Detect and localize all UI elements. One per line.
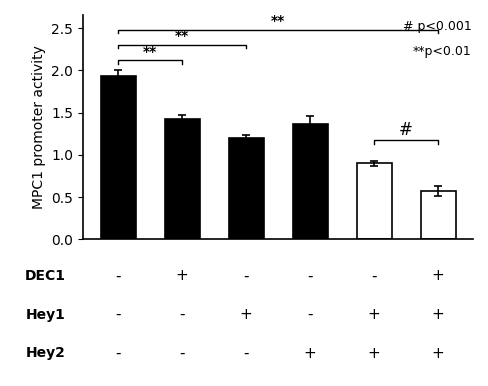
Text: **: ** bbox=[175, 29, 189, 43]
Text: +: + bbox=[304, 346, 317, 361]
Bar bbox=[164, 119, 200, 239]
Text: +: + bbox=[432, 307, 445, 322]
Text: -: - bbox=[115, 346, 121, 361]
Text: -: - bbox=[180, 346, 185, 361]
Text: -: - bbox=[307, 269, 313, 283]
Text: +: + bbox=[176, 269, 188, 283]
Text: +: + bbox=[368, 307, 381, 322]
Bar bbox=[228, 138, 264, 239]
Text: -: - bbox=[115, 269, 121, 283]
Text: **: ** bbox=[143, 44, 157, 59]
Text: -: - bbox=[244, 269, 249, 283]
Y-axis label: MPC1 promoter activity: MPC1 promoter activity bbox=[32, 46, 46, 209]
Text: -: - bbox=[180, 307, 185, 322]
Text: +: + bbox=[368, 346, 381, 361]
Bar bbox=[357, 163, 392, 239]
Bar bbox=[421, 191, 456, 239]
Text: +: + bbox=[240, 307, 252, 322]
Text: -: - bbox=[244, 346, 249, 361]
Text: # p<0.001: # p<0.001 bbox=[403, 20, 471, 33]
Text: -: - bbox=[115, 307, 121, 322]
Text: -: - bbox=[371, 269, 377, 283]
Bar bbox=[293, 124, 328, 239]
Text: Hey2: Hey2 bbox=[26, 346, 66, 360]
Text: #: # bbox=[399, 121, 413, 139]
Text: **p<0.01: **p<0.01 bbox=[413, 44, 471, 58]
Text: +: + bbox=[432, 269, 445, 283]
Text: +: + bbox=[432, 346, 445, 361]
Text: -: - bbox=[307, 307, 313, 322]
Text: **: ** bbox=[271, 14, 285, 28]
Text: Hey1: Hey1 bbox=[26, 308, 66, 322]
Bar bbox=[101, 76, 136, 239]
Text: DEC1: DEC1 bbox=[25, 269, 66, 283]
